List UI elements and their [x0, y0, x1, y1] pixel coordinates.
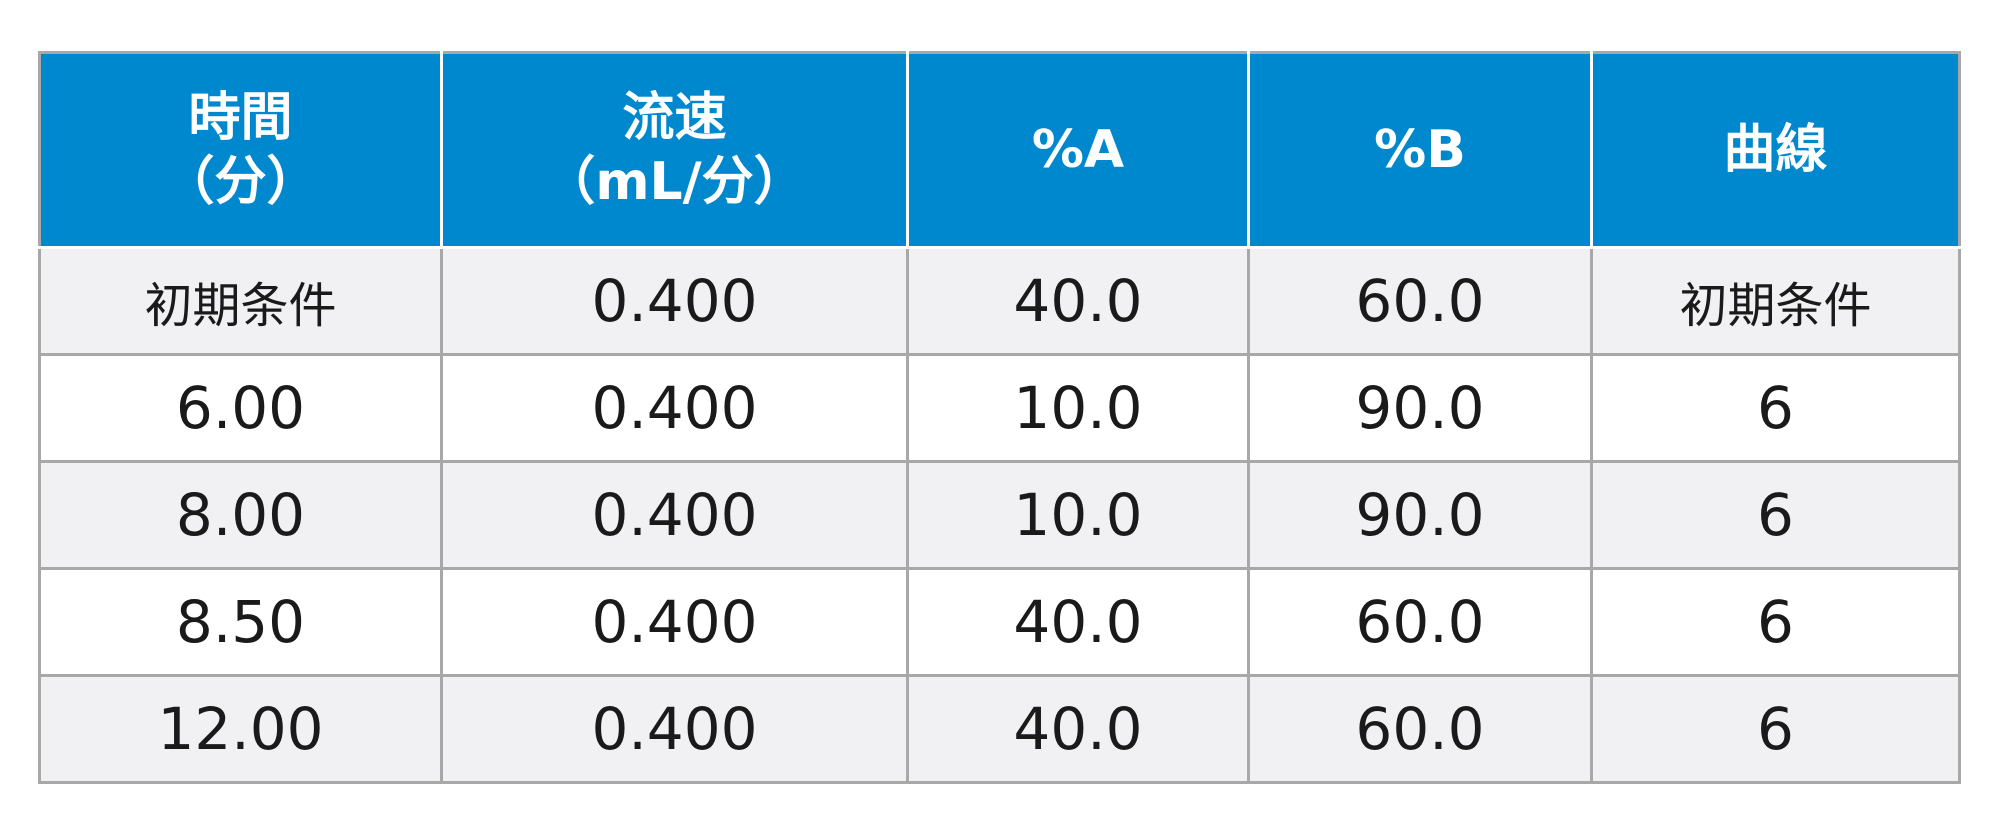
gradient-table: 時間 （分） 流速 （mL/分） %A %B 曲線 初期条件 0.400 40.0 60.0 初期条…	[38, 51, 1961, 784]
table-cell: 40.0	[906, 246, 1250, 356]
table-cell: 0.400	[440, 567, 909, 677]
table-cell: 初期条件	[1590, 246, 1961, 356]
header-text: 流速	[622, 88, 727, 148]
header-text: %A	[1031, 120, 1125, 180]
table-cell: 0.400	[440, 674, 909, 784]
table-cell: 90.0	[1247, 353, 1593, 463]
header-text: （分）	[162, 152, 319, 212]
table-cell: 0.400	[440, 460, 909, 570]
table-cell: 6	[1590, 460, 1961, 570]
table-cell: 6.00	[38, 353, 443, 463]
table-cell: 6	[1590, 567, 1961, 677]
table-row: 初期条件 0.400 40.0 60.0 初期条件	[38, 246, 1961, 356]
table-cell: 60.0	[1247, 567, 1593, 677]
table-row: 6.00 0.400 10.0 90.0 6	[38, 353, 1961, 463]
table-cell: 0.400	[440, 353, 909, 463]
table-body: 初期条件 0.400 40.0 60.0 初期条件 6.00 0.400 10.0 90.0 6 8…	[38, 246, 1961, 784]
header-text: （mL/分）	[543, 152, 806, 212]
header-cell: 曲線	[1590, 51, 1961, 249]
table-cell: 初期条件	[38, 246, 443, 356]
header-row: 時間 （分） 流速 （mL/分） %A %B 曲線	[38, 51, 1961, 249]
header-cell: %A	[906, 51, 1250, 249]
table-cell: 8.00	[38, 460, 443, 570]
table-row: 8.00 0.400 10.0 90.0 6	[38, 460, 1961, 570]
header-cell: 時間 （分）	[38, 51, 443, 249]
header-cell: 流速 （mL/分）	[440, 51, 909, 249]
header-text: 曲線	[1723, 120, 1828, 180]
header-text: 時間	[188, 88, 293, 148]
table-cell: 10.0	[906, 460, 1250, 570]
table-cell: 6	[1590, 674, 1961, 784]
table-cell: 90.0	[1247, 460, 1593, 570]
table-cell: 60.0	[1247, 674, 1593, 784]
table-cell: 40.0	[906, 674, 1250, 784]
table-row: 8.50 0.400 40.0 60.0 6	[38, 567, 1961, 677]
table-cell: 8.50	[38, 567, 443, 677]
table-cell: 12.00	[38, 674, 443, 784]
table-cell: 0.400	[440, 246, 909, 356]
header-cell: %B	[1247, 51, 1593, 249]
table-cell: 40.0	[906, 567, 1250, 677]
table-row: 12.00 0.400 40.0 60.0 6	[38, 674, 1961, 784]
header-text: %B	[1374, 120, 1466, 180]
table-cell: 60.0	[1247, 246, 1593, 356]
table-cell: 10.0	[906, 353, 1250, 463]
table-cell: 6	[1590, 353, 1961, 463]
